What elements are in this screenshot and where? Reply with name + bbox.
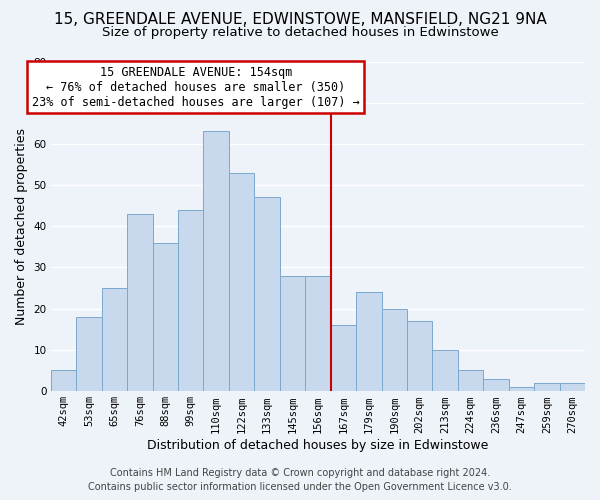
Bar bbox=[305, 276, 331, 391]
Bar bbox=[433, 350, 458, 391]
Bar bbox=[331, 325, 356, 391]
Bar bbox=[534, 382, 560, 391]
Bar bbox=[356, 292, 382, 391]
X-axis label: Distribution of detached houses by size in Edwinstowe: Distribution of detached houses by size … bbox=[147, 440, 488, 452]
Text: 15 GREENDALE AVENUE: 154sqm
← 76% of detached houses are smaller (350)
23% of se: 15 GREENDALE AVENUE: 154sqm ← 76% of det… bbox=[32, 66, 360, 108]
Bar bbox=[280, 276, 305, 391]
Bar bbox=[407, 321, 433, 391]
Bar bbox=[152, 242, 178, 391]
Bar bbox=[229, 172, 254, 391]
Bar bbox=[382, 308, 407, 391]
Bar bbox=[203, 132, 229, 391]
Bar bbox=[102, 288, 127, 391]
Bar bbox=[127, 214, 152, 391]
Bar bbox=[483, 378, 509, 391]
Bar bbox=[76, 317, 102, 391]
Text: 15, GREENDALE AVENUE, EDWINSTOWE, MANSFIELD, NG21 9NA: 15, GREENDALE AVENUE, EDWINSTOWE, MANSFI… bbox=[53, 12, 547, 26]
Y-axis label: Number of detached properties: Number of detached properties bbox=[15, 128, 28, 324]
Text: Size of property relative to detached houses in Edwinstowe: Size of property relative to detached ho… bbox=[101, 26, 499, 39]
Bar bbox=[458, 370, 483, 391]
Bar bbox=[178, 210, 203, 391]
Bar bbox=[254, 198, 280, 391]
Bar bbox=[51, 370, 76, 391]
Bar bbox=[509, 387, 534, 391]
Bar bbox=[560, 382, 585, 391]
Text: Contains HM Land Registry data © Crown copyright and database right 2024.
Contai: Contains HM Land Registry data © Crown c… bbox=[88, 468, 512, 492]
